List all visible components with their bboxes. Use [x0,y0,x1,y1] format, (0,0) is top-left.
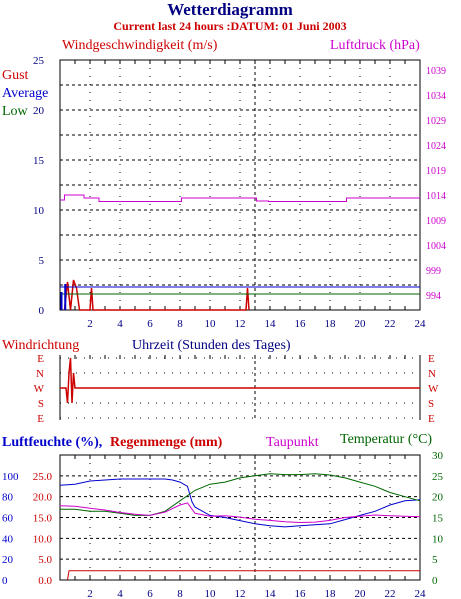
legend-gust: Gust [2,68,29,83]
wind-speed-tick-label: 0 [39,305,45,317]
dewpoint-label: Taupunkt [266,435,319,450]
direction-tick-label-right: N [428,368,436,380]
wind-panel-x-tick-label: 4 [117,318,123,330]
climate-panel-x-tick-label: 20 [355,588,367,599]
humidity-tick-label: 20 [2,554,14,566]
pressure-tick-label: 1009 [426,216,446,227]
rain-tick-label: 15.0 [33,513,53,525]
humidity-tick-label: 80 [2,492,14,504]
humidity-label: Luftfeuchte (%), [2,435,102,450]
climate-panel-x-tick-label: 4 [117,588,123,599]
climate-panel-x-tick-label: 18 [325,588,337,599]
pressure-line [60,194,420,202]
wind-panel-x-tick-label: 2 [87,318,93,330]
direction-tick-label-left: W [34,383,45,395]
wind-speed-tick-label: 5 [39,255,45,267]
climate-panel-x-tick-label: 22 [385,588,396,599]
climate-panel-x-tick-label: 14 [265,588,277,599]
pressure-tick-label: 1024 [426,141,446,152]
wind-direction-label: Windrichtung [2,338,79,353]
rain-tick-label: 0.0 [38,575,52,587]
direction-tick-label-right: W [428,383,439,395]
wind-panel-x-tick-label: 8 [177,318,183,330]
temperature-tick-label: 5 [432,554,438,566]
direction-tick-label-left: S [38,398,44,410]
gust-line [63,279,250,311]
direction-tick-label-right: E [428,413,435,425]
climate-panel-x-tick-label: 12 [235,588,246,599]
direction-tick-label-left: N [36,368,44,380]
climate-panel-x-tick-label: 16 [295,588,307,599]
wind-panel-x-tick-label: 24 [415,318,427,330]
legend-average: Average [2,86,48,101]
pressure-tick-label: 1014 [426,191,446,202]
temperature-label: Temperatur (°C) [340,432,432,447]
humidity-tick-label: 100 [2,471,19,483]
wind-speed-tick-label: 15 [33,155,45,167]
climate-panel-x-tick-label: 10 [205,588,217,599]
wind-panel-x-tick-label: 6 [147,318,153,330]
pressure-tick-label: 994 [426,291,441,302]
chart-title: Wetterdiagramm [167,0,293,19]
climate-panel-x-tick-label: 2 [87,588,93,599]
direction-tick-label-right: E [428,353,435,365]
temperature-tick-label: 15 [432,513,444,525]
pressure-tick-label: 1029 [426,116,446,127]
dewpoint-line [59,502,421,524]
wind-panel-x-tick-label: 12 [235,318,246,330]
time-axis-label: Uhrzeit (Stunden des Tages) [132,338,291,353]
climate-panel-x-tick-label: 6 [147,588,153,599]
rain-line [67,570,420,581]
pressure-tick-label: 1019 [426,166,446,177]
temperature-tick-label: 25 [432,471,444,483]
pressure-tick-label: 1004 [426,241,446,252]
direction-tick-label-left: E [37,353,44,365]
rain-tick-label: 5.0 [38,554,52,566]
wind-panel-x-tick-label: 22 [385,318,396,330]
rain-tick-label: 20.0 [33,492,53,504]
wind-panel-x-tick-label: 16 [295,318,307,330]
rain-tick-label: 25.0 [33,471,53,483]
wind-panel-x-tick-label: 10 [205,318,217,330]
temperature-tick-label: 0 [432,575,438,587]
pressure-tick-label: 999 [426,266,441,277]
pressure-tick-label: 1039 [426,66,446,77]
temperature-line [60,473,421,516]
wind-speed-tick-label: 25 [33,55,45,67]
temperature-tick-label: 30 [432,450,444,462]
legend-low: Low [2,104,29,119]
chart-subtitle: Current last 24 hours :DATUM: 01 Juni 20… [113,19,346,33]
temperature-tick-label: 20 [432,492,444,504]
climate-panel-x-tick-label: 24 [415,588,427,599]
wind-speed-tick-label: 20 [33,105,45,117]
direction-tick-label-left: E [37,413,44,425]
humidity-tick-label: 40 [2,533,14,545]
humidity-tick-label: 0 [2,575,8,587]
rain-label: Regenmenge (mm) [110,435,223,450]
wind-speed-tick-label: 10 [33,205,45,217]
pressure-tick-label: 1034 [426,91,446,102]
rain-tick-label: 10.0 [33,533,53,545]
climate-panel-x-tick-label: 8 [177,588,183,599]
humidity-tick-label: 60 [2,513,14,525]
wind-direction-line [60,357,420,404]
wind-panel-x-tick-label: 20 [355,318,367,330]
wind-panel-x-tick-label: 18 [325,318,337,330]
temperature-tick-label: 10 [432,533,444,545]
wind-panel-x-tick-label: 14 [265,318,277,330]
direction-tick-label-right: S [428,398,434,410]
wind-speed-axis-label: Windgeschwindigkeit (m/s) [62,38,218,53]
pressure-axis-label: Luftdruck (hPa) [330,38,420,53]
